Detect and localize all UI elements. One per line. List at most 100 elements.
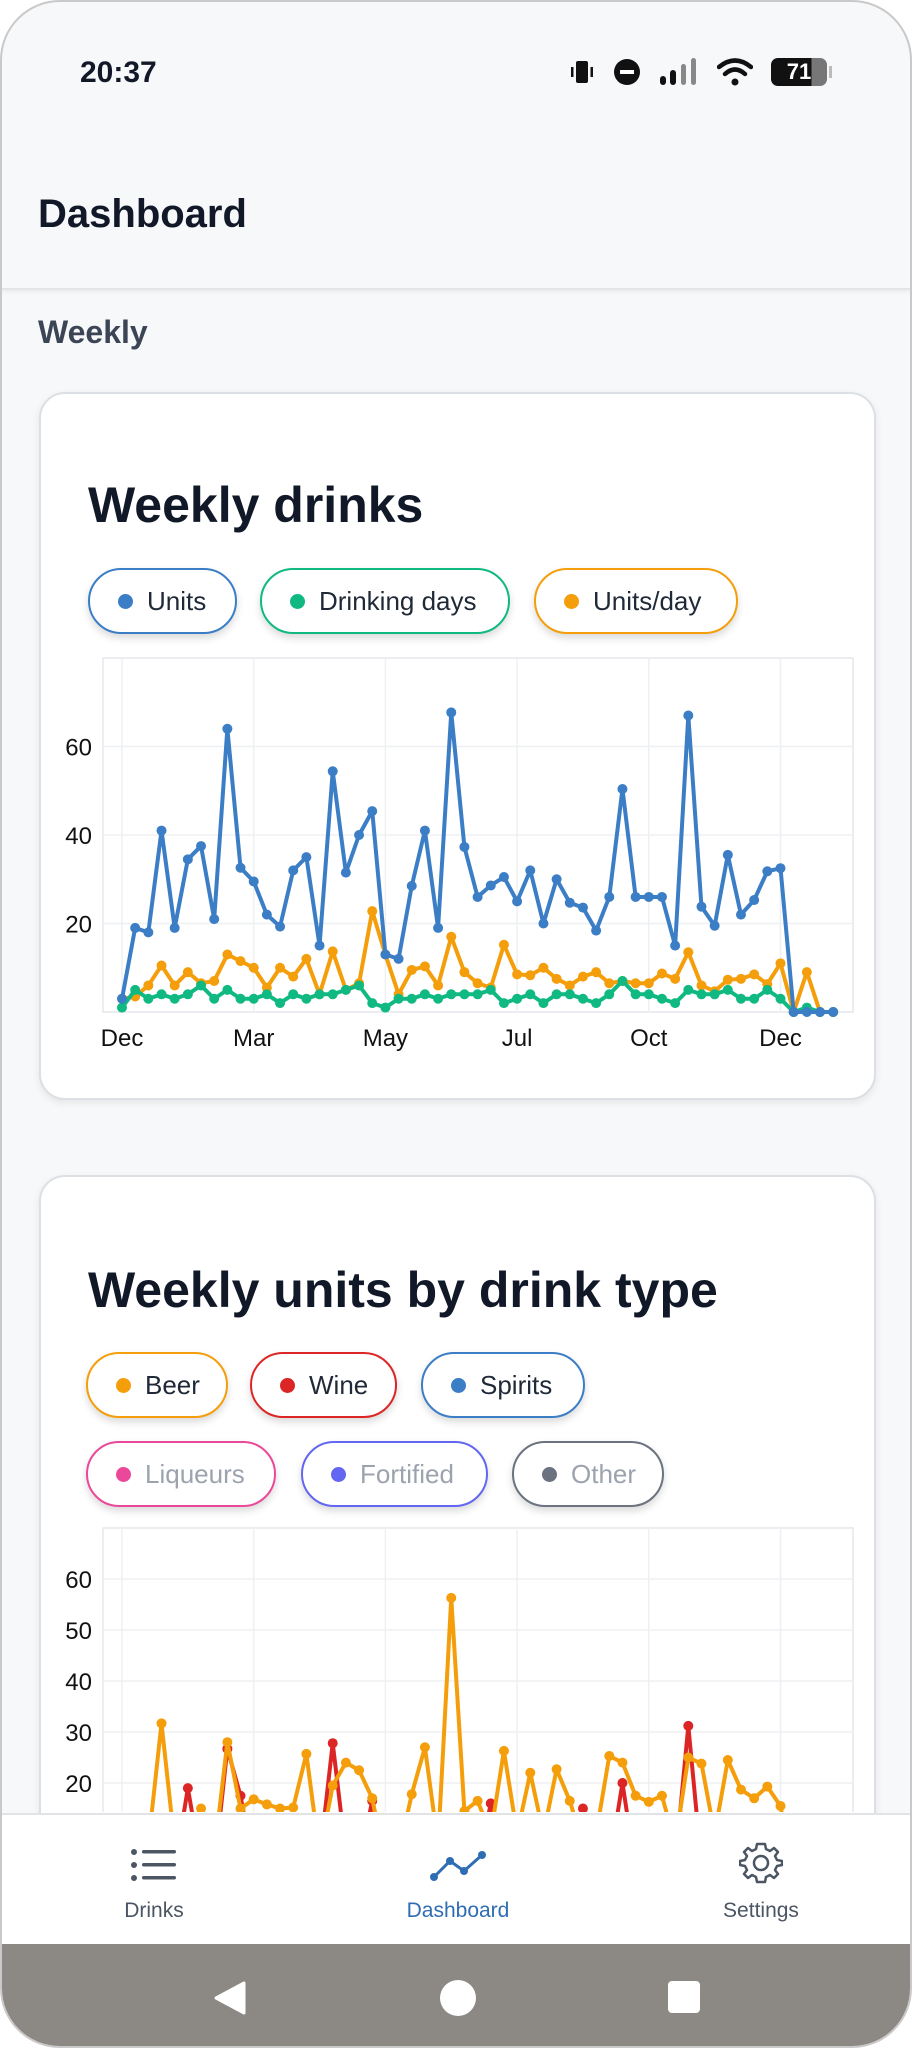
data-point[interactable]: [275, 1803, 286, 1814]
data-point[interactable]: [551, 1764, 562, 1775]
data-point[interactable]: [301, 953, 312, 964]
data-point[interactable]: [156, 825, 167, 836]
data-point[interactable]: [472, 1795, 483, 1806]
data-point[interactable]: [762, 984, 773, 995]
data-point[interactable]: [683, 1720, 694, 1731]
data-point[interactable]: [222, 1737, 233, 1748]
data-point[interactable]: [367, 1793, 378, 1804]
data-point[interactable]: [327, 1738, 338, 1749]
data-point[interactable]: [683, 1752, 694, 1763]
data-point[interactable]: [169, 980, 180, 991]
data-point[interactable]: [472, 989, 483, 1000]
data-point[interactable]: [182, 854, 193, 865]
data-point[interactable]: [327, 989, 338, 1000]
data-point[interactable]: [577, 971, 588, 982]
data-point[interactable]: [604, 978, 615, 989]
data-point[interactable]: [630, 978, 641, 989]
data-point[interactable]: [406, 880, 417, 891]
data-point[interactable]: [643, 891, 654, 902]
data-point[interactable]: [525, 989, 536, 1000]
data-point[interactable]: [130, 922, 141, 933]
data-point[interactable]: [143, 993, 154, 1004]
data-point[interactable]: [577, 902, 588, 913]
data-point[interactable]: [156, 989, 167, 1000]
data-point[interactable]: [235, 862, 246, 873]
data-point[interactable]: [591, 925, 602, 936]
data-point[interactable]: [696, 1758, 707, 1769]
data-point[interactable]: [182, 989, 193, 1000]
data-point[interactable]: [340, 867, 351, 878]
legend-drinking-days[interactable]: Drinking days: [260, 568, 510, 634]
data-point[interactable]: [762, 1781, 773, 1792]
data-point[interactable]: [367, 906, 378, 917]
data-point[interactable]: [604, 891, 615, 902]
data-point[interactable]: [564, 897, 575, 908]
data-point[interactable]: [380, 1002, 391, 1013]
data-point[interactable]: [314, 989, 325, 1000]
data-point[interactable]: [735, 909, 746, 920]
data-point[interactable]: [617, 783, 628, 794]
data-point[interactable]: [709, 989, 720, 1000]
data-point[interactable]: [683, 710, 694, 721]
data-point[interactable]: [196, 980, 207, 991]
data-point[interactable]: [538, 918, 549, 929]
data-point[interactable]: [419, 989, 430, 1000]
data-point[interactable]: [406, 1789, 417, 1800]
data-point[interactable]: [393, 953, 404, 964]
data-point[interactable]: [419, 1742, 430, 1753]
data-point[interactable]: [630, 989, 641, 1000]
recents-icon[interactable]: [667, 1980, 701, 2014]
data-point[interactable]: [591, 967, 602, 978]
data-point[interactable]: [670, 973, 681, 984]
data-point[interactable]: [354, 1765, 365, 1776]
data-point[interactable]: [393, 993, 404, 1004]
data-point[interactable]: [446, 707, 457, 718]
data-point[interactable]: [801, 967, 812, 978]
data-point[interactable]: [709, 920, 720, 931]
data-point[interactable]: [446, 989, 457, 1000]
data-point[interactable]: [775, 863, 786, 874]
data-point[interactable]: [314, 940, 325, 951]
data-point[interactable]: [551, 874, 562, 885]
data-point[interactable]: [327, 766, 338, 777]
data-point[interactable]: [551, 989, 562, 1000]
data-point[interactable]: [196, 841, 207, 852]
legend-beer[interactable]: Beer: [86, 1352, 228, 1418]
data-point[interactable]: [485, 984, 496, 995]
data-point[interactable]: [749, 1793, 760, 1804]
data-point[interactable]: [472, 978, 483, 989]
data-point[interactable]: [340, 984, 351, 995]
data-point[interactable]: [209, 914, 220, 925]
legend-other[interactable]: Other: [512, 1441, 664, 1507]
data-point[interactable]: [815, 1007, 826, 1017]
data-point[interactable]: [525, 970, 536, 981]
data-point[interactable]: [512, 993, 523, 1004]
data-point[interactable]: [235, 956, 246, 967]
data-point[interactable]: [643, 989, 654, 1000]
data-point[interactable]: [656, 1790, 667, 1801]
data-point[interactable]: [446, 931, 457, 942]
data-point[interactable]: [696, 980, 707, 991]
data-point[interactable]: [788, 1007, 799, 1017]
data-point[interactable]: [749, 993, 760, 1004]
data-point[interactable]: [367, 998, 378, 1009]
data-point[interactable]: [209, 993, 220, 1004]
legend-liqueurs[interactable]: Liqueurs: [86, 1441, 276, 1507]
data-point[interactable]: [288, 971, 299, 982]
data-point[interactable]: [248, 876, 259, 887]
data-point[interactable]: [433, 980, 444, 991]
data-point[interactable]: [433, 993, 444, 1004]
data-point[interactable]: [182, 967, 193, 978]
data-point[interactable]: [222, 949, 233, 960]
data-point[interactable]: [630, 1790, 641, 1801]
data-point[interactable]: [801, 1007, 812, 1017]
legend-fortified[interactable]: Fortified: [301, 1441, 488, 1507]
data-point[interactable]: [446, 1592, 457, 1603]
data-point[interactable]: [643, 978, 654, 989]
data-point[interactable]: [670, 940, 681, 951]
data-point[interactable]: [617, 1778, 628, 1788]
data-point[interactable]: [169, 922, 180, 933]
data-point[interactable]: [498, 872, 509, 883]
data-point[interactable]: [722, 974, 733, 985]
legend-units-per-day[interactable]: Units/day: [534, 568, 738, 634]
